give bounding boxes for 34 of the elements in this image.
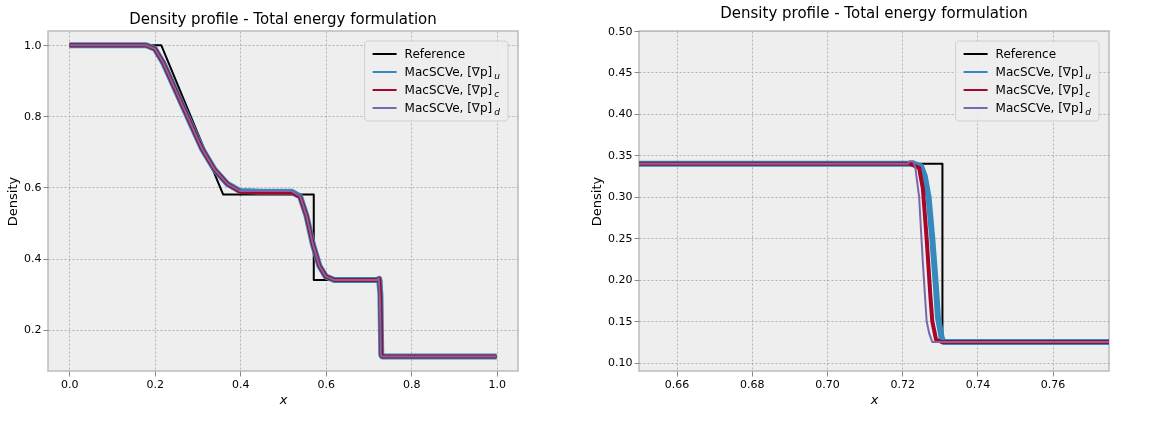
y-tick-label: 0.45 (608, 65, 633, 79)
y-axis-title: Density (5, 176, 21, 227)
y-tick-label: 0.30 (608, 190, 633, 204)
x-tick-label: 0.6 (317, 377, 335, 391)
x-tick-label: 0.0 (61, 377, 79, 391)
y-tick-label: 0.50 (608, 24, 633, 38)
y-tick-label: 0.25 (608, 231, 633, 245)
x-tick-label: 0.2 (146, 377, 165, 391)
chart-title: Density profile - Total energy formulation (129, 10, 437, 28)
legend-label: Reference (995, 47, 1057, 61)
y-tick-label: 0.40 (608, 107, 633, 121)
x-tick-label: 0.76 (1040, 377, 1066, 391)
x-tick-label: 1.0 (488, 377, 506, 391)
chart-title: Density profile - Total energy formulation (720, 4, 1028, 22)
y-tick-label: 0.2 (24, 323, 42, 337)
x-tick-label: 0.4 (232, 377, 250, 391)
y-tick-label: 0.10 (608, 356, 633, 370)
y-axis-title: Density (589, 176, 605, 227)
x-axis-title: x (278, 391, 288, 407)
x-tick-label: 0.68 (740, 377, 765, 391)
x-tick-label: 0.66 (664, 377, 690, 391)
x-tick-label: 0.72 (890, 377, 915, 391)
y-tick-label: 0.15 (608, 314, 633, 328)
x-tick-label: 0.70 (815, 377, 840, 391)
y-tick-label: 0.8 (24, 109, 42, 123)
x-tick-label: 0.8 (402, 377, 421, 391)
x-axis-title: x (869, 391, 879, 407)
y-tick-label: 0.6 (24, 180, 42, 194)
legend-label: Reference (404, 47, 466, 61)
y-tick-label: 1.0 (24, 38, 42, 52)
y-tick-label: 0.4 (24, 252, 42, 266)
y-tick-label: 0.35 (608, 148, 633, 162)
x-tick-label: 0.74 (965, 377, 991, 391)
y-tick-label: 0.20 (608, 273, 633, 287)
